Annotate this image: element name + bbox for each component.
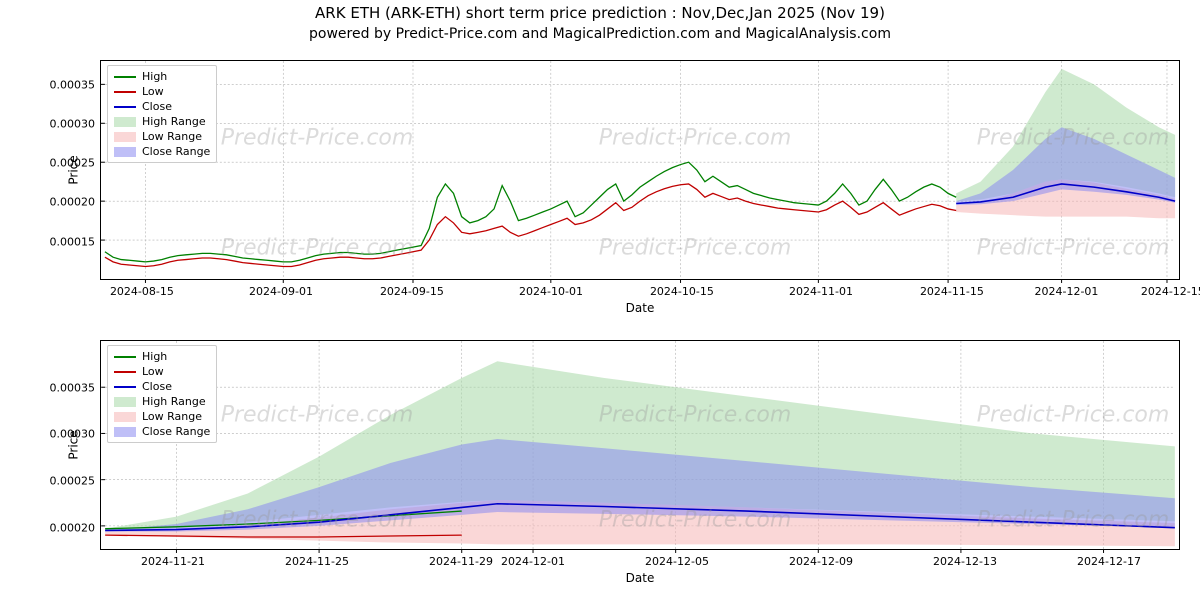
legend-line-swatch xyxy=(114,356,136,358)
top-legend: High Low Close High Range Low Range Close Ran… xyxy=(107,65,217,163)
legend-label: Low Range xyxy=(142,410,202,423)
legend-line-swatch xyxy=(114,91,136,93)
bottom-chart-panel: Price Date HighLowCloseHigh RangeLow Ran… xyxy=(100,340,1180,550)
legend-row: Low Range xyxy=(114,129,210,144)
legend-row: Close xyxy=(114,379,210,394)
legend-row: High xyxy=(114,349,210,364)
ytick-label: 0.00035 xyxy=(50,381,96,394)
ytick-label: 0.00025 xyxy=(50,475,96,488)
legend-row: Close Range xyxy=(114,424,210,439)
figure-container: ARK ETH (ARK-ETH) short term price predi… xyxy=(0,0,1200,600)
xtick-label: 2024-12-09 xyxy=(789,555,853,568)
bottom-legend: High Low Close High Range Low Range Close Ran… xyxy=(107,345,217,443)
legend-label: Close xyxy=(142,380,172,393)
top-chart-panel: Price Date HighLowCloseHigh RangeLow Ran… xyxy=(100,60,1180,280)
ytick-label: 0.00030 xyxy=(50,117,96,130)
ytick-label: 0.00020 xyxy=(50,196,96,209)
ytick-label: 0.00020 xyxy=(50,521,96,534)
bottom-xlabel: Date xyxy=(626,571,655,585)
legend-row: Low xyxy=(114,84,210,99)
xtick-label: 2024-12-01 xyxy=(1034,285,1098,298)
xtick-label: 2024-12-17 xyxy=(1077,555,1141,568)
xtick-label: 2024-12-01 xyxy=(501,555,565,568)
xtick-label: 2024-08-15 xyxy=(110,285,174,298)
legend-line-swatch xyxy=(114,76,136,78)
xtick-label: 2024-11-29 xyxy=(429,555,493,568)
legend-line-swatch xyxy=(114,371,136,373)
xtick-label: 2024-11-25 xyxy=(285,555,349,568)
chart-subtitle: powered by Predict-Price.com and Magical… xyxy=(0,22,1200,48)
legend-label: Close Range xyxy=(142,145,210,158)
xtick-label: 2024-10-01 xyxy=(519,285,583,298)
legend-patch-swatch xyxy=(114,412,136,422)
xtick-label: 2024-12-15 xyxy=(1141,285,1200,298)
legend-label: High Range xyxy=(142,395,206,408)
legend-line-swatch xyxy=(114,106,136,108)
top-xlabel: Date xyxy=(626,301,655,315)
legend-label: Close xyxy=(142,100,172,113)
xtick-label: 2024-11-01 xyxy=(789,285,853,298)
legend-row: Close Range xyxy=(114,144,210,159)
xtick-label: 2024-12-13 xyxy=(933,555,997,568)
xtick-label: 2024-12-05 xyxy=(645,555,709,568)
legend-label: High Range xyxy=(142,115,206,128)
ytick-label: 0.00015 xyxy=(50,235,96,248)
ytick-label: 0.00035 xyxy=(50,78,96,91)
legend-row: High Range xyxy=(114,394,210,409)
legend-patch-swatch xyxy=(114,147,136,157)
legend-patch-swatch xyxy=(114,427,136,437)
legend-row: Low xyxy=(114,364,210,379)
xtick-label: 2024-09-15 xyxy=(380,285,444,298)
legend-row: Close xyxy=(114,99,210,114)
top-chart-svg xyxy=(101,61,1179,279)
bottom-chart-svg xyxy=(101,341,1179,549)
legend-label: Low xyxy=(142,85,164,98)
legend-line-swatch xyxy=(114,386,136,388)
xtick-label: 2024-11-15 xyxy=(920,285,984,298)
legend-patch-swatch xyxy=(114,397,136,407)
legend-label: Close Range xyxy=(142,425,210,438)
chart-title: ARK ETH (ARK-ETH) short term price predi… xyxy=(0,0,1200,22)
ytick-label: 0.00030 xyxy=(50,428,96,441)
legend-label: Low Range xyxy=(142,130,202,143)
xtick-label: 2024-10-15 xyxy=(650,285,714,298)
xtick-label: 2024-09-01 xyxy=(249,285,313,298)
legend-row: High Range xyxy=(114,114,210,129)
legend-label: Low xyxy=(142,365,164,378)
xtick-label: 2024-11-21 xyxy=(141,555,205,568)
ytick-label: 0.00025 xyxy=(50,157,96,170)
legend-label: High xyxy=(142,350,167,363)
legend-patch-swatch xyxy=(114,117,136,127)
legend-row: Low Range xyxy=(114,409,210,424)
legend-row: High xyxy=(114,69,210,84)
legend-patch-swatch xyxy=(114,132,136,142)
legend-label: High xyxy=(142,70,167,83)
